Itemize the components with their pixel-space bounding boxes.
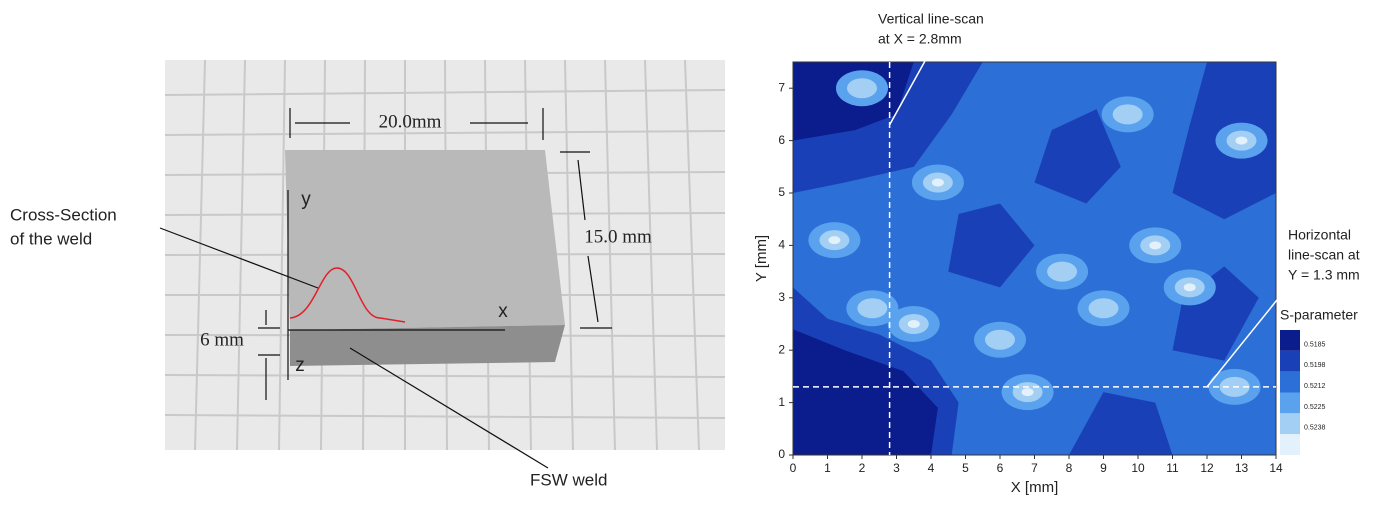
legend-swatch [1280, 371, 1300, 393]
x-tick-label: 9 [1100, 461, 1107, 475]
x-tick-label: 11 [1166, 461, 1179, 475]
legend-label: 0.5185 [1304, 341, 1326, 348]
weld-profile [289, 267, 406, 323]
contour-blob [1047, 261, 1078, 282]
legend-title: S-parameter [1280, 307, 1358, 323]
legend-swatch [1280, 330, 1300, 351]
annotation-lines [159, 108, 612, 469]
legend-label: 0.5225 [1304, 404, 1326, 411]
x-tick-label: 5 [962, 461, 969, 475]
contour-blob [907, 320, 920, 328]
x-tick-label: 12 [1200, 461, 1214, 475]
x-tick-label: 3 [893, 461, 900, 475]
y-tick-label: 2 [778, 342, 785, 356]
contour-blob [1112, 104, 1143, 125]
legend-label: 0.5238 [1304, 425, 1326, 432]
contour-blob [1183, 283, 1196, 292]
annotation: Y = 1.3 mm [1288, 267, 1360, 283]
contour-blob [828, 236, 841, 245]
block-front [290, 325, 565, 366]
contour-band [1069, 392, 1173, 455]
legend-label: 0.5212 [1304, 383, 1326, 390]
y-tick-label: 1 [778, 395, 785, 409]
x-tick-label: 0 [790, 461, 797, 475]
y-tick-label: 3 [778, 290, 785, 304]
legend-swatch [1280, 392, 1300, 414]
y-tick-label: 5 [778, 185, 785, 199]
contour-blob [1235, 136, 1248, 145]
contour-blob [1021, 388, 1034, 397]
contour-blob [857, 298, 888, 319]
legend-swatch [1280, 434, 1300, 455]
callout [888, 51, 931, 126]
annotation: at X = 2.8mm [878, 31, 962, 47]
photo: 20.0mm 15.0 mm 6 mm y x z Cross-Section … [10, 59, 726, 489]
x-tick-label: 7 [1031, 461, 1038, 475]
contour-band [1034, 109, 1121, 204]
weld-label: FSW weld [530, 470, 607, 489]
x-tick-label: 14 [1269, 461, 1283, 475]
contour-band [948, 203, 1035, 288]
x-axis-label: X [mm] [1011, 479, 1059, 496]
axis-y-label: y [301, 189, 311, 210]
x-tick-label: 13 [1235, 461, 1249, 475]
cross-section-label: of the weld [10, 229, 92, 248]
cross-section-label: Cross-Section [10, 205, 117, 224]
x-tick-label: 6 [997, 461, 1004, 475]
contour-blob [1088, 298, 1119, 319]
y-tick-label: 4 [778, 238, 785, 252]
x-tick-label: 2 [859, 461, 866, 475]
callout [1206, 289, 1286, 388]
x-tick-label: 10 [1131, 461, 1145, 475]
y-tick-label: 7 [778, 80, 785, 94]
contour-blob [1149, 241, 1162, 250]
annotation: line-scan at [1288, 247, 1360, 263]
legend-label: 0.5198 [1304, 362, 1326, 369]
x-tick-label: 8 [1066, 461, 1073, 475]
annotation: Vertical line-scan [878, 11, 984, 27]
annotation: Horizontal [1288, 227, 1351, 243]
axis-x-label: x [498, 301, 508, 322]
contour-band [793, 329, 938, 455]
height-label: 15.0 mm [584, 226, 652, 247]
block-top [285, 150, 565, 330]
legend-swatch [1280, 413, 1300, 435]
depth-label: 6 mm [200, 329, 244, 350]
contour-blob [847, 78, 877, 99]
y-axis-label: Y [mm] [753, 235, 770, 282]
y-tick-label: 6 [778, 133, 785, 147]
y-tick-label: 0 [778, 447, 785, 461]
axis-z-label: z [295, 355, 305, 376]
contour-blob [931, 178, 944, 187]
legend-swatch [1280, 350, 1300, 372]
x-tick-label: 4 [928, 461, 935, 475]
x-tick-label: 1 [824, 461, 831, 475]
width-label: 20.0mm [379, 111, 442, 132]
contour-blob [985, 329, 1015, 350]
